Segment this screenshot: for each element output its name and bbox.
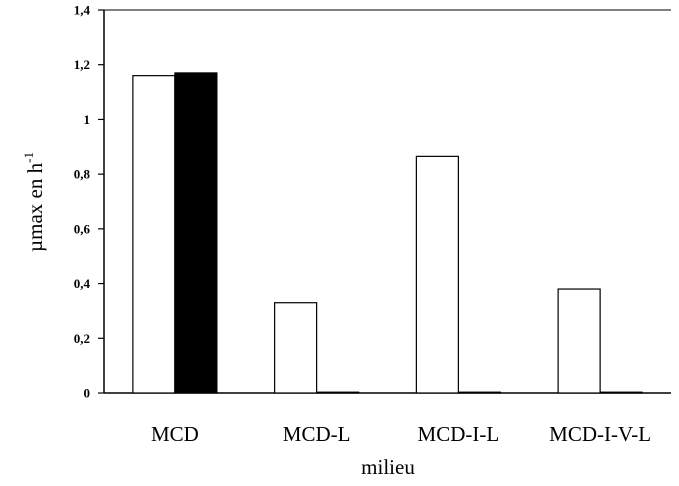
x-category-label: MCD-I-V-L	[549, 422, 651, 446]
y-axis-title: µmax en h-1	[21, 152, 47, 252]
x-category-label: MCD-I-L	[418, 422, 500, 446]
x-category-label: MCD	[151, 422, 199, 446]
x-category-label: MCD-L	[283, 422, 351, 446]
bar-series1-mcd	[132, 75, 176, 394]
y-tick-label: 0	[84, 386, 91, 401]
y-tick-label: 0,6	[74, 221, 91, 236]
bar-series2-mcd-i-v-l	[599, 391, 643, 394]
y-tick-label: 1,4	[74, 3, 91, 18]
bar-series1-mcd-i-v-l	[557, 288, 601, 394]
bar-series2-mcd-l	[316, 391, 360, 394]
y-tick-label: 0,4	[74, 276, 91, 291]
y-tick-label: 1,2	[74, 57, 90, 72]
bars	[132, 72, 643, 394]
y-tick-label: 0,8	[74, 167, 91, 182]
bar-series2-mcd-i-l	[457, 391, 501, 394]
y-axis-title-superscript: -1	[21, 152, 36, 163]
x-axis-category-labels: MCD MCD-L MCD-I-L MCD-I-V-L	[151, 422, 651, 446]
bar-series2-mcd	[174, 72, 218, 394]
bar-series1-mcd-i-l	[415, 155, 459, 394]
y-tick-label: 1	[84, 112, 91, 127]
x-axis-title: milieu	[361, 455, 415, 479]
bar-series1-mcd-l	[274, 302, 318, 394]
y-axis-title-main: µmax en h	[23, 162, 47, 252]
y-tick-label: 0,2	[74, 331, 90, 346]
y-axis-ticks: 0 0,2 0,4 0,6 0,8 1 1,2 1,4	[74, 3, 104, 401]
